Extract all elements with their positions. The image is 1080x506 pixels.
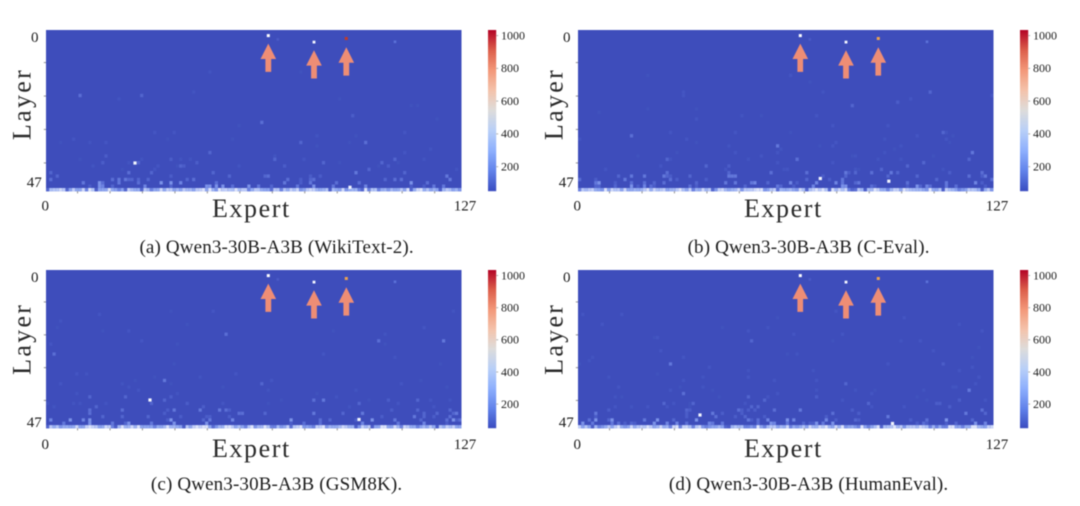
svg-text:47: 47 [559,175,575,191]
svg-text:127: 127 [986,437,1009,453]
svg-text:400: 400 [1033,127,1051,141]
svg-text:0: 0 [31,270,39,286]
svg-text:(c) Qwen3-30B-A3B (GSM8K).: (c) Qwen3-30B-A3B (GSM8K). [151,474,402,495]
svg-text:600: 600 [1033,94,1051,108]
svg-text:0: 0 [573,198,581,214]
svg-text:Expert: Expert [744,434,823,463]
svg-text:47: 47 [27,175,43,191]
svg-text:1000: 1000 [1033,28,1057,42]
svg-text:200: 200 [501,397,519,411]
svg-text:Layer: Layer [540,68,569,140]
svg-text:127: 127 [454,437,477,453]
svg-text:1000: 1000 [1033,268,1057,282]
svg-text:47: 47 [27,415,43,431]
svg-text:200: 200 [1033,160,1051,174]
svg-text:47: 47 [559,415,575,431]
svg-text:(a) Qwen3-30B-A3B (WikiText-2): (a) Qwen3-30B-A3B (WikiText-2). [139,237,413,258]
svg-text:0: 0 [41,437,49,453]
svg-text:0: 0 [573,437,581,453]
svg-text:200: 200 [1033,397,1051,411]
svg-text:0: 0 [563,30,571,46]
svg-text:(b) Qwen3-30B-A3B (C-Eval).: (b) Qwen3-30B-A3B (C-Eval). [688,237,930,258]
svg-text:600: 600 [501,333,519,347]
svg-text:Expert: Expert [744,194,823,223]
svg-text:Expert: Expert [212,434,291,463]
svg-text:127: 127 [986,198,1009,214]
svg-text:(d) Qwen3-30B-A3B (HumanEval).: (d) Qwen3-30B-A3B (HumanEval). [669,474,948,495]
svg-text:Expert: Expert [212,194,291,223]
svg-text:1000: 1000 [501,28,525,42]
svg-text:Layer: Layer [540,303,569,375]
svg-text:200: 200 [501,160,519,174]
svg-text:Layer: Layer [8,68,37,140]
svg-text:600: 600 [1033,333,1051,347]
svg-text:400: 400 [501,365,519,379]
svg-text:0: 0 [41,198,49,214]
svg-text:800: 800 [1033,301,1051,315]
svg-text:400: 400 [1033,365,1051,379]
svg-text:0: 0 [563,270,571,286]
svg-text:800: 800 [501,61,519,75]
svg-text:400: 400 [501,127,519,141]
svg-text:800: 800 [501,301,519,315]
svg-text:600: 600 [501,94,519,108]
svg-text:800: 800 [1033,61,1051,75]
svg-text:1000: 1000 [501,268,525,282]
svg-text:Layer: Layer [8,303,37,375]
svg-text:0: 0 [31,30,39,46]
svg-text:127: 127 [454,198,477,214]
